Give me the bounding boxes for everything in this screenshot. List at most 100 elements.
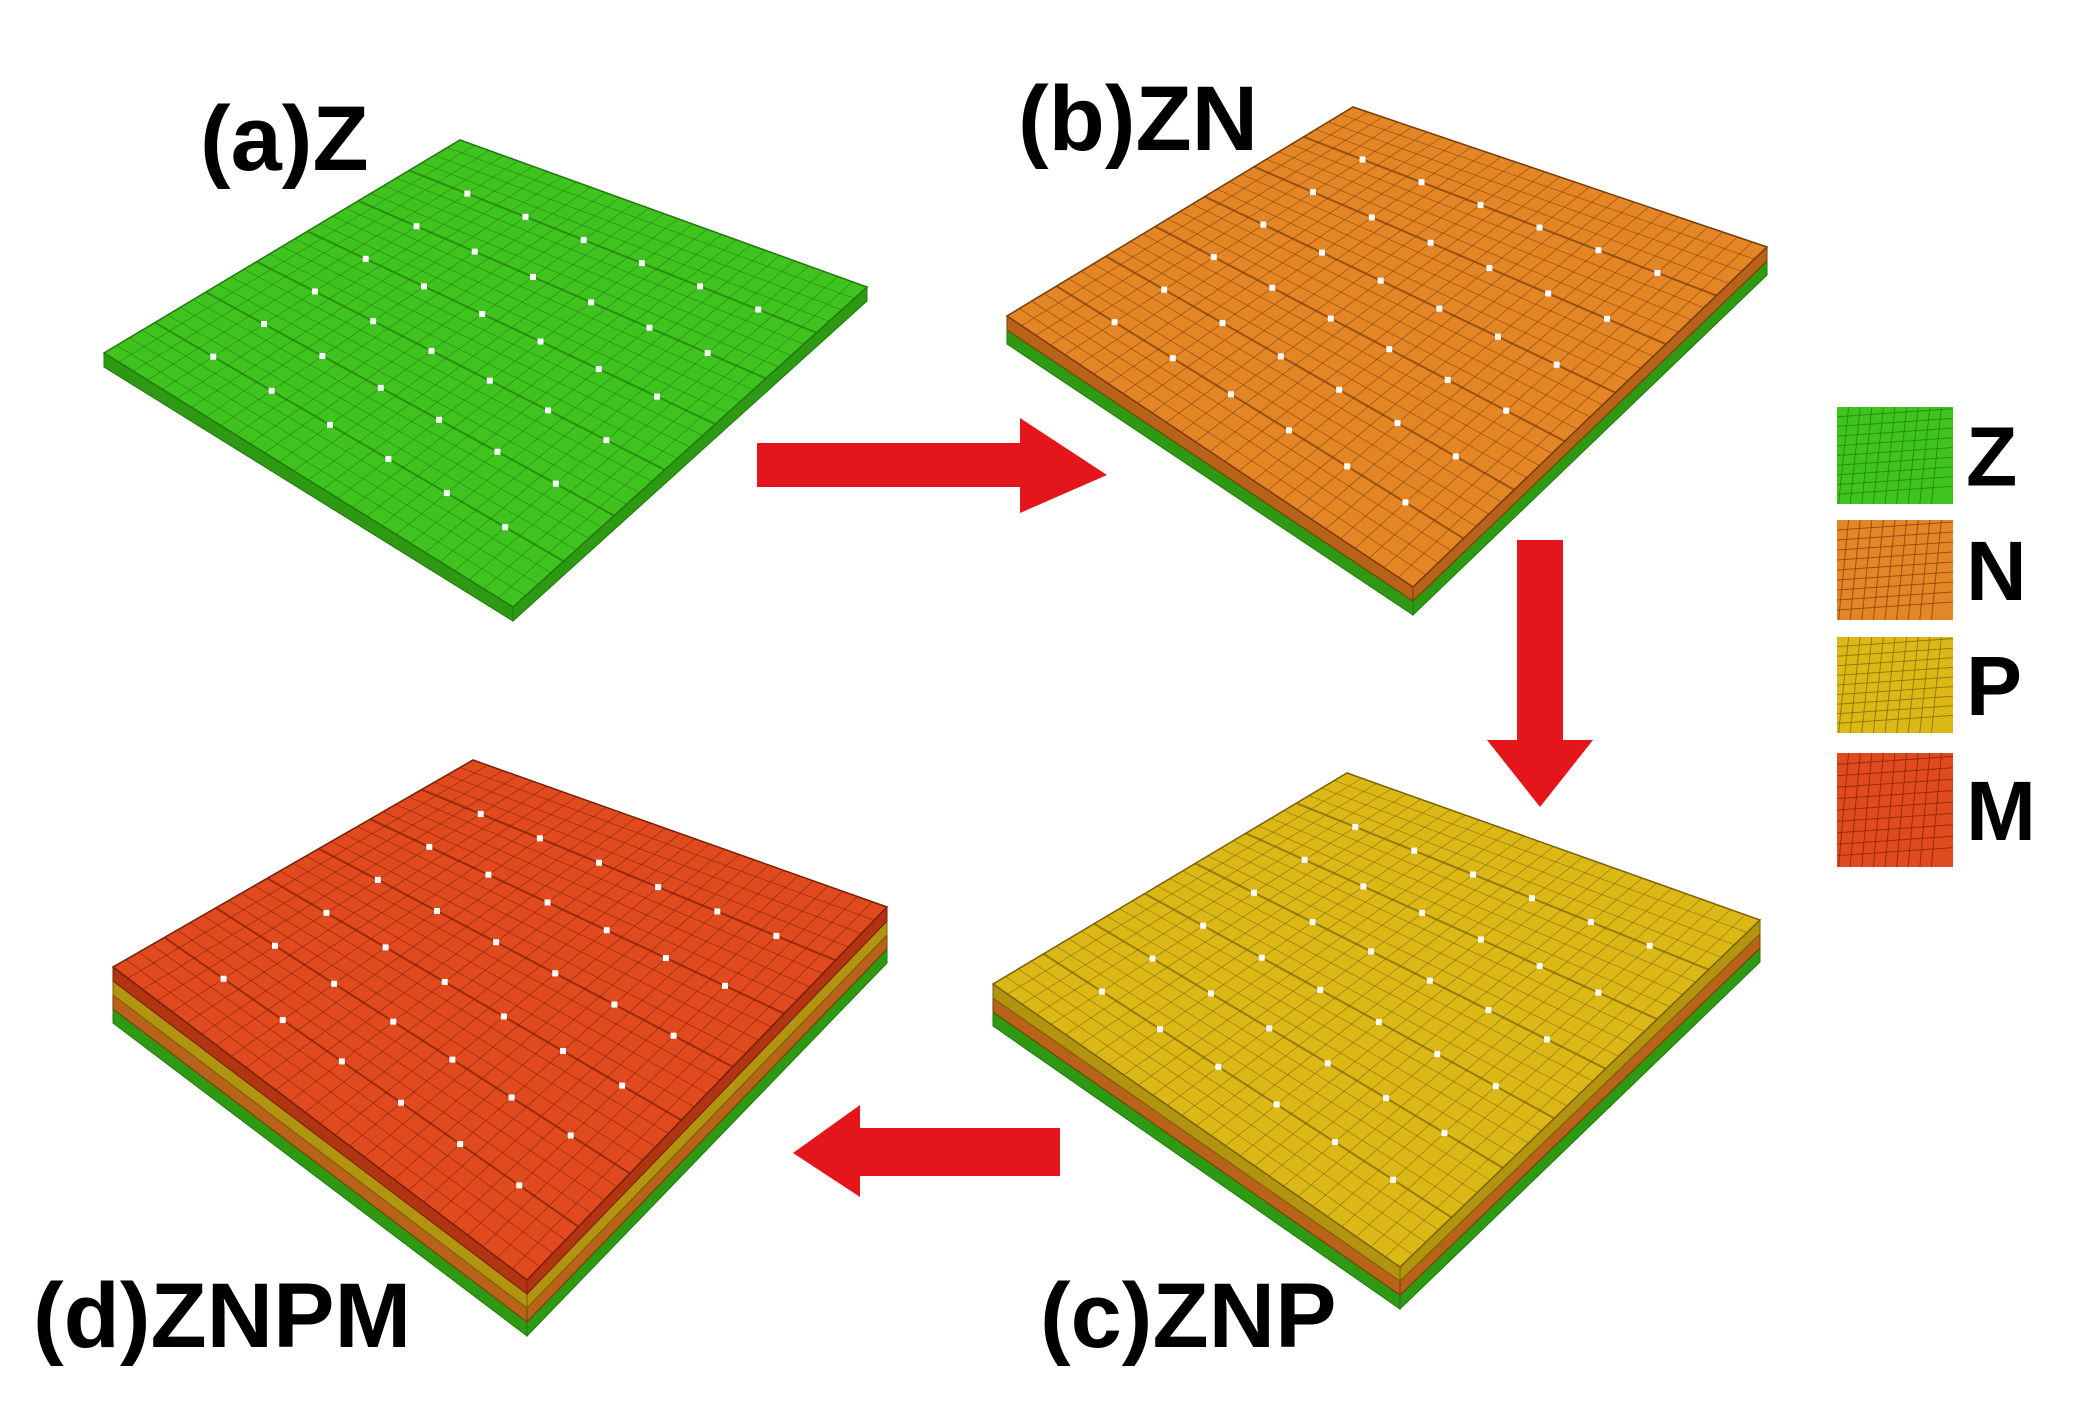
swatch-mesh	[1907, 406, 1919, 505]
swatch-mesh	[1896, 636, 1908, 734]
swatch-mesh	[1836, 657, 1954, 667]
mesh-node	[1169, 355, 1176, 362]
swatch-mesh	[1872, 406, 1884, 505]
mesh-line	[454, 265, 810, 571]
mesh-line	[322, 218, 679, 490]
mesh-line	[319, 223, 729, 414]
mesh-node	[1477, 936, 1484, 943]
mesh-node	[1360, 883, 1367, 890]
mesh-line	[393, 859, 755, 1180]
swatch-mesh	[1836, 767, 1954, 777]
mesh-line	[468, 270, 824, 581]
mesh-line	[1267, 196, 1620, 491]
mesh-line	[1204, 195, 1616, 394]
mesh-line	[1209, 176, 1561, 452]
mesh-line	[467, 885, 829, 1236]
mesh-node	[1411, 847, 1418, 854]
mesh-node	[443, 490, 450, 497]
mesh-node	[1418, 179, 1425, 186]
mesh-node	[1309, 919, 1316, 926]
mesh-node	[1250, 889, 1257, 896]
swatch-mesh	[1861, 519, 1873, 621]
mesh-node	[1386, 346, 1393, 353]
mesh-node	[1377, 277, 1384, 284]
mesh-line	[447, 774, 862, 934]
mesh-line	[425, 255, 781, 553]
swatch-mesh	[1861, 636, 1873, 734]
mesh-node	[536, 835, 543, 842]
mesh-line	[1207, 855, 1619, 1057]
mesh-node	[1419, 909, 1426, 916]
mesh-line	[331, 841, 746, 1054]
mesh-line	[434, 781, 849, 948]
mesh-node	[1390, 1176, 1397, 1183]
mesh-node	[426, 843, 433, 850]
mesh-node	[1200, 922, 1207, 929]
mesh-node	[1319, 249, 1326, 256]
swatch-mesh	[1836, 581, 1954, 591]
swatch-mesh	[1836, 417, 1954, 427]
mesh-node	[220, 975, 227, 982]
legend-label: N	[1966, 524, 2027, 618]
arrow-left	[793, 1105, 1060, 1197]
swatch-mesh	[1849, 406, 1861, 505]
swatch-mesh	[1836, 824, 1954, 834]
mesh-node	[338, 1058, 345, 1065]
slab-top	[102, 139, 869, 608]
mesh-line	[1254, 867, 1613, 1167]
swatch-mesh	[1836, 847, 1954, 857]
mesh-line	[1271, 817, 1683, 995]
mesh-node	[1536, 224, 1543, 231]
mesh-node	[537, 338, 544, 345]
mesh-node	[1344, 463, 1351, 470]
mesh-node	[1553, 361, 1560, 368]
mesh-line	[370, 192, 779, 368]
mesh-node	[1269, 284, 1276, 291]
mesh-line	[1340, 221, 1694, 539]
swatch-mesh	[1836, 437, 1954, 447]
mesh-node	[479, 310, 486, 317]
mesh-line	[497, 896, 858, 1258]
swatch-mesh	[1884, 406, 1896, 505]
arrow-down	[1487, 540, 1593, 807]
mesh-node	[1210, 254, 1217, 261]
mesh-line	[482, 891, 843, 1247]
mesh-node	[603, 437, 610, 444]
mesh-node	[1536, 963, 1543, 970]
swatch-mesh	[1836, 695, 1954, 705]
mesh-line	[352, 228, 708, 508]
legend-swatch	[1837, 520, 1953, 620]
mesh-node	[1215, 1063, 1222, 1070]
panel-label: (b)ZN	[1018, 68, 1258, 170]
mesh-node	[596, 859, 602, 866]
mesh-node	[390, 1018, 397, 1025]
mesh-node	[1604, 315, 1611, 322]
mesh-node	[1111, 319, 1118, 326]
mesh-node	[1368, 214, 1375, 221]
mesh-node	[1434, 1051, 1441, 1058]
swatch-mesh	[1836, 778, 1954, 788]
swatch-mesh	[1836, 686, 1954, 696]
mesh-line	[334, 838, 696, 1135]
swatch-mesh	[1919, 752, 1931, 868]
mesh-line	[410, 249, 766, 544]
mesh-node	[1266, 1025, 1273, 1032]
mesh-line	[337, 223, 693, 499]
mesh-node	[449, 1056, 456, 1063]
mesh-node	[457, 1141, 464, 1148]
mesh-node	[494, 448, 501, 455]
mesh-line	[1238, 186, 1590, 472]
mesh-line	[1278, 151, 1692, 321]
mesh-line	[1253, 165, 1667, 346]
mesh-node	[210, 353, 217, 360]
mesh-line	[1312, 888, 1672, 1207]
mesh-node	[464, 190, 471, 197]
mesh-node	[1327, 315, 1334, 322]
mesh-node	[1219, 320, 1226, 327]
mesh-line	[1325, 216, 1679, 530]
mesh-line	[332, 215, 741, 402]
mesh-node	[580, 236, 587, 243]
mesh-line	[1239, 861, 1598, 1157]
mesh-node	[560, 1048, 566, 1055]
